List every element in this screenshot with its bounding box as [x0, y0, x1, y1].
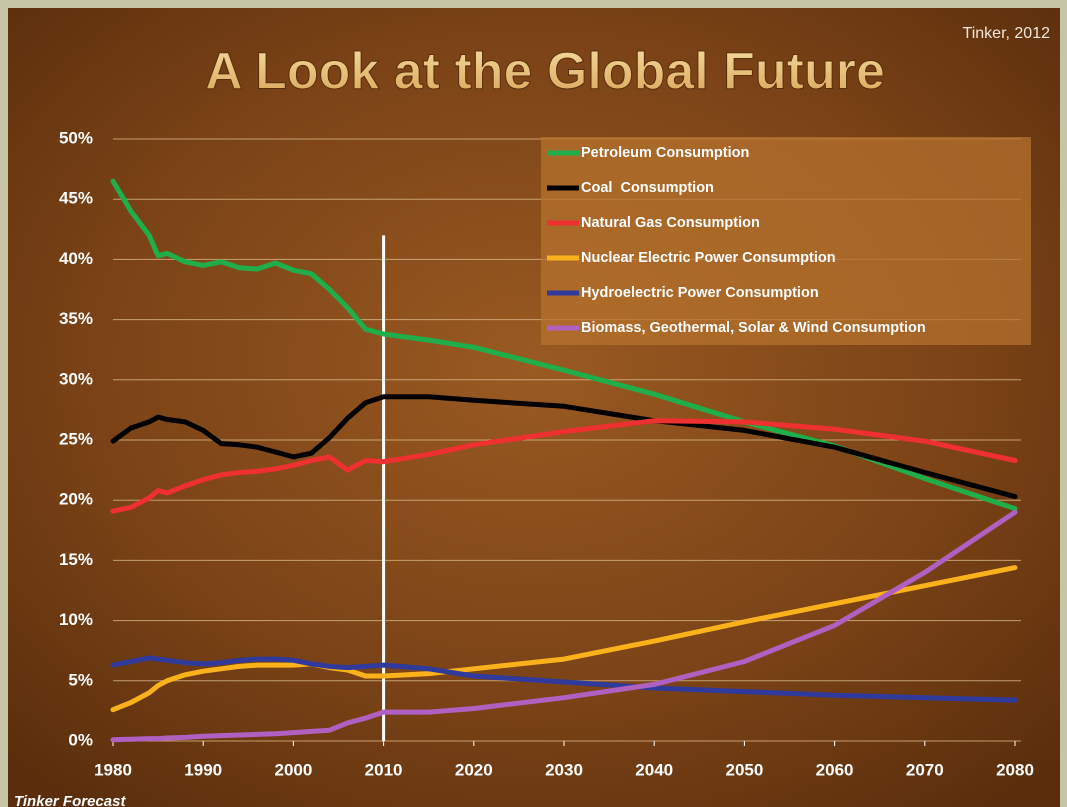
y-tick-label: 35% — [59, 309, 93, 328]
legend-label: Nuclear Electric Power Consumption — [581, 250, 836, 266]
legend-label: Coal Consumption — [581, 180, 714, 196]
series-line — [110, 509, 1018, 743]
x-tick-label: 2030 — [545, 760, 583, 779]
y-tick-label: 20% — [59, 490, 93, 509]
y-tick-label: 15% — [59, 550, 93, 569]
legend-label: Hydroelectric Power Consumption — [581, 285, 819, 301]
legend: Petroleum Consumption Coal Consumption Nat… — [541, 137, 1031, 345]
x-tick-label: 2060 — [816, 760, 854, 779]
legend-label: Natural Gas Consumption — [581, 215, 760, 231]
x-tick-label: 2010 — [365, 760, 403, 779]
y-tick-label: 30% — [59, 369, 93, 388]
series-line — [110, 655, 1018, 703]
plot: 0% 5% 10% 15% 20% 25% 30% 35% 40% 45% 50% 1980 1990 2… — [59, 128, 1034, 779]
y-tick-label: 5% — [68, 670, 93, 689]
legend-label: Petroleum Consumption — [581, 145, 749, 161]
x-tick-label: 2080 — [996, 760, 1034, 779]
y-tick-label: 10% — [59, 610, 93, 629]
series-line — [110, 418, 1018, 514]
source: Tinker, 2012 — [963, 25, 1051, 42]
legend-label: Biomass, Geothermal, Solar & Wind Consum… — [581, 320, 926, 336]
x-tick-label: 2070 — [906, 760, 944, 779]
y-tick-label: 40% — [59, 249, 93, 268]
chart-title: A Look at the Global Future — [205, 43, 885, 101]
legend-box — [541, 137, 1031, 345]
y-tick-label: 0% — [68, 730, 93, 749]
x-tick-label: 2020 — [455, 760, 493, 779]
y-tick-label: 25% — [59, 429, 93, 448]
x-tick-label: 1980 — [94, 760, 132, 779]
x-tick-label: 2000 — [274, 760, 312, 779]
y-tick-label: 45% — [59, 189, 93, 208]
y-tick-label: 50% — [59, 128, 93, 147]
series-line — [110, 178, 1018, 512]
footnote: Tinker Forecast — [14, 793, 126, 807]
x-tick-label: 2040 — [635, 760, 673, 779]
slide — [8, 8, 1060, 807]
x-tick-label: 1990 — [184, 760, 222, 779]
x-tick-label: 2050 — [725, 760, 763, 779]
